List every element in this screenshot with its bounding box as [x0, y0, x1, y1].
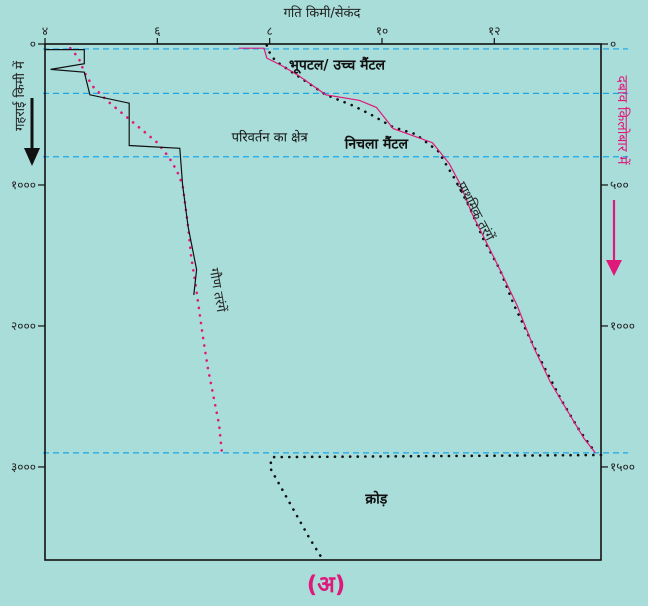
y-right-tick-label: ०	[610, 37, 616, 51]
y-right-tick-label: ५००	[610, 178, 629, 192]
series-line-1	[45, 48, 198, 296]
series-label: गौण तरंगें	[206, 267, 230, 314]
x-tick-label: ६	[154, 24, 160, 38]
y-left-tick-label: ३०००	[11, 460, 36, 474]
plot-frame	[44, 43, 602, 561]
x-tick-label: ४	[42, 24, 48, 38]
zone-label: क्रोड़	[364, 491, 387, 508]
zone-label: निचला मैंटल	[344, 135, 409, 152]
y-left-tick-label: २०००	[11, 319, 36, 333]
series-line-3	[238, 47, 596, 454]
y-right-axis-title: दबाव किलोबार में	[614, 76, 631, 166]
depth-arrow-head	[24, 148, 40, 166]
series-line-2	[265, 44, 597, 455]
pressure-arrow-head	[606, 260, 622, 276]
x-tick-label: ८	[267, 24, 273, 38]
zone-label: भूपटल/ उच्च मैंटल	[289, 56, 385, 74]
y-right-tick-label: १५००	[610, 460, 635, 474]
x-axis-title: गति किमी/सेकंद	[284, 5, 362, 21]
zone-label: परिवर्तन का क्षेत्र	[232, 129, 309, 145]
series-line-4	[268, 453, 603, 562]
series-label: प्राथमिक तरंगें	[453, 179, 498, 244]
x-tick-label: १२	[488, 24, 500, 38]
y-left-axis-title: गहराई किमी में	[12, 61, 28, 131]
y-right-tick-label: १०००	[610, 319, 635, 333]
figure-caption: (अ)	[307, 572, 346, 598]
y-left-tick-label: १०००	[11, 178, 36, 192]
series-line-0	[69, 46, 224, 455]
y-left-tick-label: ०	[30, 37, 36, 51]
x-tick-label: १०	[376, 24, 388, 38]
